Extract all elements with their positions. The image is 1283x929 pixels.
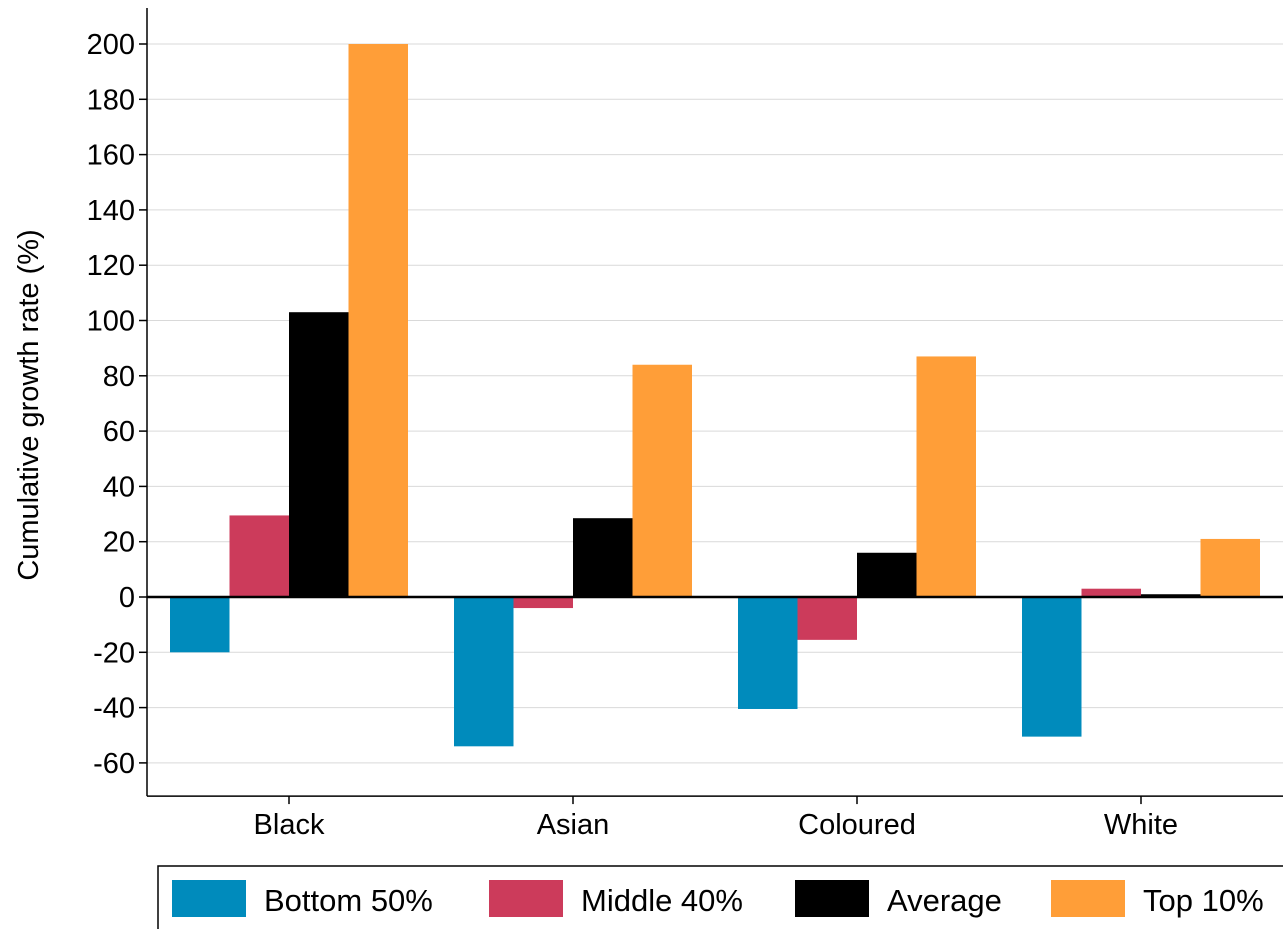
y-tick-label: 140 <box>87 195 135 227</box>
y-tick-label: 160 <box>87 140 135 172</box>
legend-label: Average <box>887 883 1002 918</box>
y-tick-label: -20 <box>93 637 135 669</box>
x-tick-label: Coloured <box>798 809 916 841</box>
y-tick-label: 20 <box>103 527 135 559</box>
x-axis-ticks: Black Asian Coloured White <box>254 796 1178 841</box>
legend-swatch <box>1051 880 1125 917</box>
y-tick-label: -60 <box>93 748 135 780</box>
y-tick-label: 200 <box>87 29 135 61</box>
bar-bottom-50--white <box>1022 597 1082 737</box>
bar-average-asian <box>573 518 633 597</box>
x-tick-label: Black <box>254 809 325 841</box>
legend-label: Middle 40% <box>581 883 743 918</box>
bar-top-10--coloured <box>916 356 976 597</box>
bar-bottom-50--black <box>170 597 230 653</box>
legend-swatch <box>172 880 246 917</box>
bar-average-black <box>289 312 349 597</box>
bar-average-white <box>1141 594 1201 597</box>
legend-swatch <box>795 880 869 917</box>
y-tick-label: 120 <box>87 250 135 282</box>
y-tick-label: 80 <box>103 361 135 393</box>
y-tick-label: 100 <box>87 306 135 338</box>
x-tick-label: White <box>1104 809 1178 841</box>
bar-top-10--black <box>348 44 408 597</box>
bar-middle-40--black <box>229 515 289 597</box>
bar-bottom-50--coloured <box>738 597 798 709</box>
bar-bottom-50--asian <box>454 597 514 747</box>
y-tick-label: 180 <box>87 84 135 116</box>
bar-top-10--asian <box>632 364 692 597</box>
y-tick-label: 40 <box>103 471 135 503</box>
legend: Bottom 50% Middle 40% Average Top 10% <box>157 865 1283 929</box>
legend-box <box>157 865 1283 929</box>
bars <box>170 44 1260 747</box>
y-tick-label: -40 <box>93 693 135 725</box>
legend-label: Top 10% <box>1143 883 1264 918</box>
bar-average-coloured <box>857 552 917 597</box>
bar-middle-40--asian <box>513 597 573 609</box>
legend-label: Bottom 50% <box>264 883 433 918</box>
y-tick-label: 60 <box>103 416 135 448</box>
y-axis-label: Cumulative growth rate (%) <box>13 229 45 580</box>
bar-middle-40--coloured <box>797 597 857 640</box>
y-tick-label: 0 <box>119 582 135 614</box>
x-tick-label: Asian <box>537 809 610 841</box>
bar-middle-40--white <box>1081 588 1141 597</box>
legend-swatch <box>489 880 563 917</box>
bar-top-10--white <box>1200 538 1260 597</box>
